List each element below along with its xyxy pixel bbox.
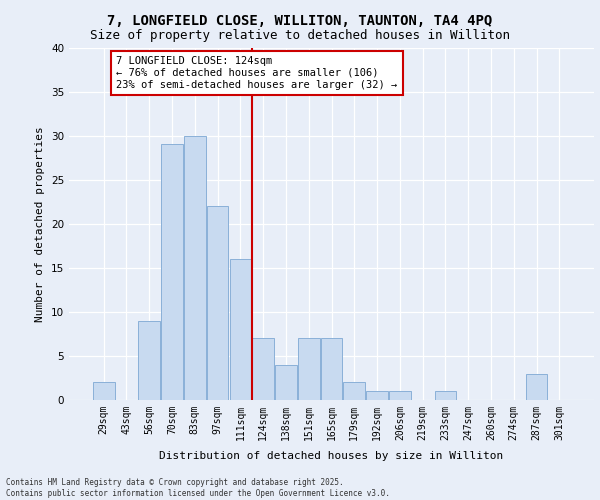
Text: Contains HM Land Registry data © Crown copyright and database right 2025.
Contai: Contains HM Land Registry data © Crown c… — [6, 478, 390, 498]
Bar — [366, 391, 388, 400]
Y-axis label: Number of detached properties: Number of detached properties — [35, 126, 46, 322]
Bar — [230, 259, 251, 400]
X-axis label: Distribution of detached houses by size in Williton: Distribution of detached houses by size … — [160, 451, 503, 461]
Text: 7, LONGFIELD CLOSE, WILLITON, TAUNTON, TA4 4PQ: 7, LONGFIELD CLOSE, WILLITON, TAUNTON, T… — [107, 14, 493, 28]
Bar — [389, 391, 410, 400]
Bar — [275, 365, 297, 400]
Bar — [526, 374, 547, 400]
Text: 7 LONGFIELD CLOSE: 124sqm
← 76% of detached houses are smaller (106)
23% of semi: 7 LONGFIELD CLOSE: 124sqm ← 76% of detac… — [116, 56, 397, 90]
Bar — [93, 382, 115, 400]
Text: Size of property relative to detached houses in Williton: Size of property relative to detached ho… — [90, 29, 510, 42]
Bar — [139, 320, 160, 400]
Bar — [184, 136, 206, 400]
Bar — [207, 206, 229, 400]
Bar — [434, 391, 456, 400]
Bar — [161, 144, 183, 400]
Bar — [298, 338, 320, 400]
Bar — [343, 382, 365, 400]
Bar — [253, 338, 274, 400]
Bar — [320, 338, 343, 400]
